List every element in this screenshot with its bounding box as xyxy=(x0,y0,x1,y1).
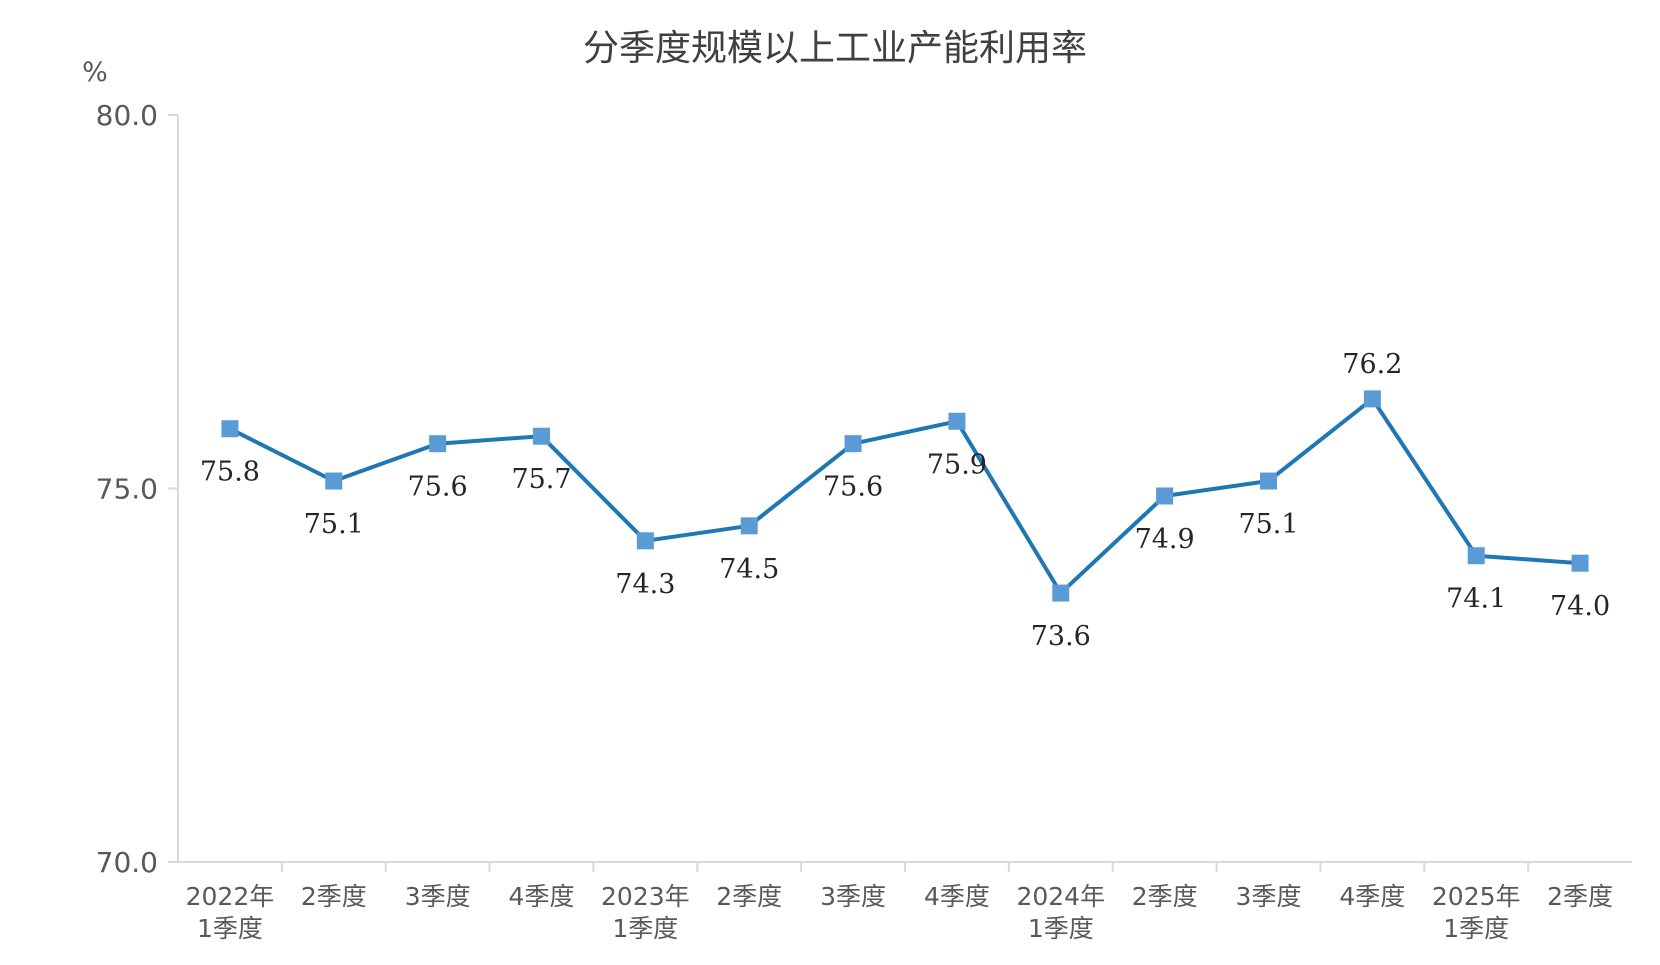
x-tick-label-line: 3季度 xyxy=(820,882,886,911)
x-axis-ticks: 2022年 1季度 2季度 3季度 4季度 2023年 1季度 2季度 3季度 4季度 2024年 1… xyxy=(186,862,1613,943)
y-axis-ticks: 80.0 75.0 70.0 xyxy=(96,99,178,879)
data-point-marker xyxy=(533,427,550,445)
data-label: 75.7 xyxy=(511,464,571,495)
data-label: 74.9 xyxy=(1135,524,1195,555)
y-tick-label: 70.0 xyxy=(96,846,158,879)
x-tick-label-line: 2季度 xyxy=(716,882,782,911)
data-point-marker xyxy=(1363,390,1381,408)
data-label: 75.6 xyxy=(408,472,468,503)
x-tick-label-line: 2024年 xyxy=(1016,882,1105,911)
x-tick-label: 2024年 1季度 xyxy=(1016,882,1105,943)
data-point-marker xyxy=(844,435,862,453)
x-tick-label: 4季度 xyxy=(924,882,990,911)
x-tick-label-line: 1季度 xyxy=(612,914,678,943)
x-tick-label: 2022年 1季度 xyxy=(186,882,275,943)
y-axis-unit-label: % xyxy=(82,57,108,88)
x-tick-label: 2023年 1季度 xyxy=(601,882,690,943)
data-point-marker xyxy=(325,472,343,490)
x-tick-label-line: 1季度 xyxy=(1028,914,1094,943)
data-label: 75.1 xyxy=(1238,509,1298,540)
x-tick-label-line: 1季度 xyxy=(197,914,263,943)
x-tick-label-line: 4季度 xyxy=(509,882,575,911)
data-point-marker xyxy=(948,412,966,430)
data-point-marker xyxy=(1571,554,1589,572)
data-label: 75.9 xyxy=(927,449,987,480)
data-label: 74.1 xyxy=(1446,584,1506,615)
data-label: 74.0 xyxy=(1550,591,1610,622)
x-tick-label-line: 3季度 xyxy=(405,882,471,911)
chart-title: 分季度规模以上工业产能利用率 xyxy=(583,28,1087,69)
data-label: 73.6 xyxy=(1031,621,1091,652)
data-point-marker xyxy=(636,532,654,550)
data-point-marker xyxy=(1260,472,1277,490)
series-line-group xyxy=(229,396,1581,596)
x-tick-label-line: 2025年 xyxy=(1432,882,1521,911)
x-tick-label-line: 2023年 xyxy=(601,882,690,911)
x-tick-label-line: 4季度 xyxy=(924,882,990,911)
data-point-marker xyxy=(740,517,758,535)
x-tick-label: 2季度 xyxy=(301,882,367,911)
data-label: 74.5 xyxy=(719,554,779,585)
data-point-marker xyxy=(1156,487,1174,505)
data-point-marker xyxy=(221,420,239,438)
x-tick-label-line: 3季度 xyxy=(1236,882,1302,911)
data-point-marker xyxy=(1052,584,1070,602)
x-tick-label: 4季度 xyxy=(509,882,575,911)
x-tick-label-line: 2022年 xyxy=(186,882,275,911)
data-label: 75.6 xyxy=(823,472,883,503)
x-tick-label: 2季度 xyxy=(1132,882,1198,911)
data-label-group: 75.8 75.1 75.6 75.7 74.3 74.5 75.6 75.9 73.6 74.9… xyxy=(200,349,1610,652)
data-label: 76.2 xyxy=(1342,349,1402,380)
series-line xyxy=(229,396,1581,596)
data-label: 74.3 xyxy=(615,569,675,600)
axes xyxy=(177,115,1632,863)
x-tick-label: 4季度 xyxy=(1339,882,1405,911)
x-tick-label: 3季度 xyxy=(405,882,471,911)
x-tick-label-line: 4季度 xyxy=(1339,882,1405,911)
data-point-marker xyxy=(1467,547,1485,565)
x-tick-label-line: 2季度 xyxy=(301,882,367,911)
x-tick-label-line: 2季度 xyxy=(1547,882,1613,911)
marker-group xyxy=(221,390,1589,602)
x-tick-label: 3季度 xyxy=(820,882,886,911)
x-tick-label-line: 2季度 xyxy=(1132,882,1198,911)
data-point-marker xyxy=(429,435,447,453)
y-tick-label: 80.0 xyxy=(96,99,158,132)
x-tick-label: 2季度 xyxy=(1547,882,1613,911)
x-tick-label-line: 1季度 xyxy=(1443,914,1509,943)
data-label: 75.8 xyxy=(200,457,260,488)
data-label: 75.1 xyxy=(304,509,364,540)
x-tick-label: 2季度 xyxy=(716,882,782,911)
y-tick-label: 75.0 xyxy=(96,473,158,506)
x-tick-label: 3季度 xyxy=(1236,882,1302,911)
x-tick-label: 2025年 1季度 xyxy=(1432,882,1521,943)
